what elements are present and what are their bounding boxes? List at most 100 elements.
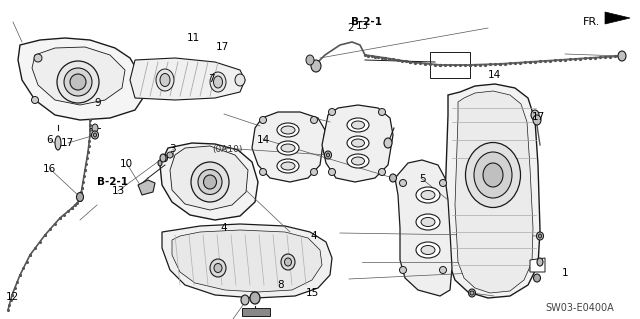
Text: 16: 16 — [44, 164, 56, 174]
Polygon shape — [18, 38, 145, 120]
Ellipse shape — [347, 136, 369, 150]
Ellipse shape — [347, 118, 369, 132]
Ellipse shape — [92, 124, 98, 132]
Text: SW03-E0400A: SW03-E0400A — [546, 303, 614, 313]
Ellipse shape — [281, 126, 295, 134]
Ellipse shape — [235, 74, 245, 86]
Ellipse shape — [160, 73, 170, 86]
Polygon shape — [252, 112, 325, 182]
Ellipse shape — [311, 60, 321, 72]
Ellipse shape — [70, 74, 86, 90]
Ellipse shape — [378, 108, 385, 115]
Text: B-2-1: B-2-1 — [351, 17, 382, 27]
Text: 7: 7 — [208, 74, 214, 84]
Ellipse shape — [310, 116, 317, 123]
Text: 11: 11 — [187, 33, 200, 43]
Ellipse shape — [421, 246, 435, 255]
Ellipse shape — [536, 232, 543, 240]
Text: 14: 14 — [488, 70, 501, 80]
Text: 4: 4 — [310, 231, 317, 241]
Ellipse shape — [93, 133, 97, 137]
Text: B-2-1: B-2-1 — [97, 177, 127, 187]
Text: 4: 4 — [221, 223, 227, 233]
Ellipse shape — [214, 263, 222, 272]
Ellipse shape — [259, 168, 266, 175]
Text: 8: 8 — [277, 279, 284, 290]
Ellipse shape — [470, 291, 474, 295]
Ellipse shape — [465, 143, 520, 207]
Ellipse shape — [31, 97, 38, 103]
Text: FR.: FR. — [583, 17, 601, 27]
Text: 6: 6 — [47, 135, 53, 145]
Ellipse shape — [57, 61, 99, 103]
Polygon shape — [445, 84, 540, 298]
Ellipse shape — [167, 152, 173, 158]
Ellipse shape — [214, 76, 223, 88]
Ellipse shape — [306, 55, 314, 65]
Ellipse shape — [92, 131, 99, 139]
Ellipse shape — [531, 110, 539, 120]
Ellipse shape — [416, 214, 440, 230]
Ellipse shape — [324, 151, 332, 159]
Ellipse shape — [416, 242, 440, 258]
Polygon shape — [455, 91, 533, 293]
Polygon shape — [162, 224, 332, 298]
Ellipse shape — [390, 174, 397, 182]
Ellipse shape — [281, 144, 295, 152]
Text: 3: 3 — [170, 144, 176, 154]
Ellipse shape — [163, 154, 168, 161]
Ellipse shape — [64, 68, 92, 96]
Polygon shape — [170, 146, 248, 210]
Text: 5: 5 — [419, 174, 426, 184]
Ellipse shape — [259, 116, 266, 123]
Ellipse shape — [277, 141, 299, 155]
Text: 17: 17 — [532, 112, 545, 122]
Text: 1: 1 — [562, 268, 568, 278]
Ellipse shape — [538, 234, 541, 238]
Text: 2: 2 — [348, 23, 354, 33]
Text: 15: 15 — [306, 288, 319, 298]
Ellipse shape — [250, 292, 260, 304]
Polygon shape — [242, 308, 270, 316]
Ellipse shape — [399, 266, 406, 273]
Ellipse shape — [618, 51, 626, 61]
Ellipse shape — [281, 254, 295, 270]
Ellipse shape — [34, 54, 42, 62]
Text: 12: 12 — [6, 292, 19, 302]
Text: (0A10): (0A10) — [212, 145, 243, 154]
Ellipse shape — [160, 154, 166, 162]
Ellipse shape — [210, 259, 226, 277]
Ellipse shape — [158, 160, 162, 166]
Ellipse shape — [281, 162, 295, 170]
Ellipse shape — [474, 152, 512, 198]
Ellipse shape — [468, 289, 476, 297]
Polygon shape — [395, 160, 452, 296]
Text: 14: 14 — [257, 135, 270, 145]
Ellipse shape — [328, 108, 335, 115]
Ellipse shape — [156, 69, 174, 91]
Ellipse shape — [351, 139, 365, 147]
Text: 13: 13 — [112, 186, 125, 197]
Polygon shape — [605, 12, 630, 24]
Ellipse shape — [351, 121, 365, 129]
Text: 17: 17 — [61, 138, 74, 148]
Ellipse shape — [191, 162, 229, 202]
Ellipse shape — [55, 136, 61, 150]
Ellipse shape — [378, 168, 385, 175]
Polygon shape — [430, 52, 470, 78]
Ellipse shape — [277, 123, 299, 137]
Text: 13: 13 — [356, 21, 369, 31]
Ellipse shape — [416, 187, 440, 203]
Ellipse shape — [198, 169, 222, 195]
Ellipse shape — [77, 192, 83, 202]
Ellipse shape — [328, 168, 335, 175]
Text: 17: 17 — [216, 42, 229, 52]
Ellipse shape — [440, 180, 447, 187]
Ellipse shape — [351, 157, 365, 165]
Ellipse shape — [241, 295, 249, 305]
Ellipse shape — [483, 163, 503, 187]
Polygon shape — [160, 143, 258, 220]
Polygon shape — [322, 105, 393, 182]
Text: 10: 10 — [120, 159, 133, 169]
Text: 9: 9 — [94, 98, 100, 108]
